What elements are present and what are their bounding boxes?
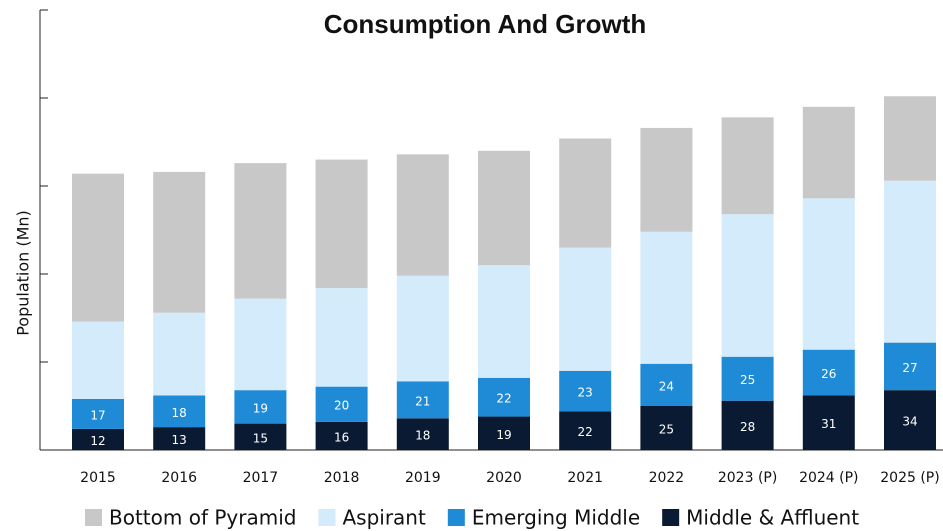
bar-segment: [315, 421, 368, 450]
legend-swatch: [318, 509, 336, 526]
bar-segment: [721, 214, 774, 357]
legend-label: Middle & Affluent: [686, 506, 859, 530]
bar-segment: [721, 356, 774, 401]
bar-segment: [396, 381, 449, 419]
x-tick-label: 2022: [649, 470, 685, 486]
data-label: 27: [902, 361, 917, 375]
legend-label: Emerging Middle: [472, 506, 640, 530]
bar-segment: [559, 247, 612, 371]
bar-segment: [153, 171, 206, 313]
bar-segment: [640, 363, 693, 406]
data-label: 24: [659, 379, 674, 393]
bar-segment: [884, 342, 936, 391]
data-label: 12: [90, 434, 105, 448]
data-label: 19: [496, 428, 511, 442]
data-label: 22: [496, 392, 511, 406]
bar-segment: [802, 349, 855, 396]
bar-segment: [153, 312, 206, 396]
data-label: 19: [253, 401, 268, 415]
bar-segment: [234, 163, 287, 299]
bar-segment: [640, 406, 693, 450]
bar-segment: [234, 390, 287, 424]
x-tick-label: 2020: [486, 470, 522, 486]
data-label: 15: [253, 431, 268, 445]
legend-label: Bottom of Pyramid: [109, 506, 296, 530]
bar-segment: [315, 288, 368, 387]
data-label: 17: [90, 408, 105, 422]
legend-swatch: [447, 509, 465, 526]
bar-segment: [802, 106, 855, 199]
bar-segment: [884, 96, 936, 181]
bar-segment: [559, 138, 612, 248]
legend-swatch: [662, 509, 680, 526]
legend-label: Aspirant: [342, 506, 426, 530]
data-label: 26: [821, 367, 836, 381]
bar-segment: [234, 423, 287, 450]
legend-swatch: [85, 509, 102, 526]
bar-segment: [802, 395, 855, 450]
data-label: 20: [334, 399, 349, 413]
bar-segment: [72, 428, 124, 450]
x-tick-label: 2017: [243, 470, 279, 486]
bar-segment: [72, 173, 124, 322]
bar-segment: [72, 321, 124, 399]
data-label: 31: [821, 417, 836, 431]
bar-segment: [234, 298, 287, 391]
x-tick-label: 2023 (P): [718, 470, 777, 486]
bar-segment: [153, 395, 206, 428]
data-label: 23: [578, 386, 593, 400]
data-label: 16: [334, 430, 349, 444]
bar-segment: [884, 390, 936, 450]
data-label: 18: [415, 429, 430, 443]
bar-segment: [478, 150, 530, 266]
x-tick-label: 2021: [567, 470, 603, 486]
bar-segment: [884, 180, 936, 343]
bar-segment: [721, 117, 774, 215]
x-tick-label: 2016: [161, 470, 197, 486]
bar-segment: [478, 265, 530, 378]
bar-segment: [396, 154, 449, 276]
bar-segment: [640, 231, 693, 364]
bar-segment: [396, 418, 449, 450]
bar-segment: [478, 416, 530, 450]
data-label: 21: [415, 394, 430, 408]
data-label: 22: [578, 425, 593, 439]
bar-segment: [396, 275, 449, 382]
x-tick-label: 2025 (P): [880, 470, 939, 486]
data-label: 18: [172, 406, 187, 420]
bar-segment: [721, 400, 774, 450]
bar-segment: [802, 198, 855, 350]
chart-title: Consumption And Growth: [324, 9, 647, 39]
bar-segment: [640, 127, 693, 232]
x-tick-label: 2018: [324, 470, 360, 486]
x-tick-label: 2019: [405, 470, 441, 486]
data-label: 25: [740, 373, 755, 387]
bar-segment: [559, 370, 612, 412]
y-axis-label: Population (Mn): [14, 210, 33, 336]
data-label: 25: [659, 423, 674, 437]
data-label: 13: [172, 433, 187, 447]
x-tick-label: 2015: [80, 470, 116, 486]
data-label: 28: [740, 420, 755, 434]
bar-segment: [315, 159, 368, 289]
bar-segment: [153, 427, 206, 450]
x-tick-label: 2024 (P): [799, 470, 858, 486]
bar-segment: [72, 398, 124, 429]
bar-segment: [559, 411, 612, 450]
bar-segment: [478, 377, 530, 417]
bar-segment: [315, 386, 368, 422]
data-label: 34: [902, 415, 917, 429]
